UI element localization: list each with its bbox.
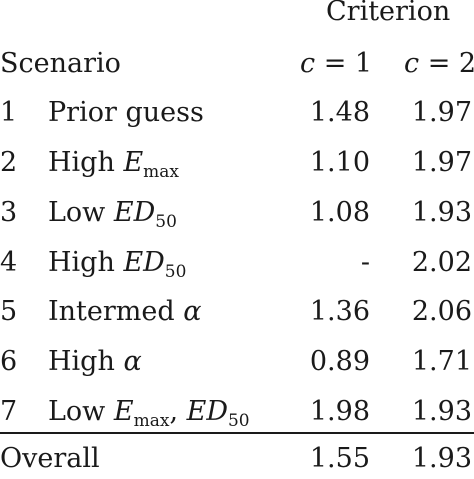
row-c2: 1.97 [411, 147, 472, 178]
col-c1-header: c = 1 [300, 48, 373, 79]
row-c2: 1.97 [411, 97, 472, 128]
row-c2: 1.93 [411, 396, 472, 427]
row-c1: 1.48 [309, 97, 370, 128]
overall-label: Overall [0, 443, 100, 474]
row-scenario: Intermed α [48, 296, 202, 327]
row-c2: 1.71 [411, 346, 472, 377]
row-scenario: Low Emax, ED50 [48, 396, 250, 431]
row-scenario: High Emax [48, 147, 179, 182]
row-index: 4 [0, 247, 18, 278]
row-c2: 2.02 [411, 247, 472, 278]
overall-c2: 1.93 [411, 443, 472, 474]
table-rule [0, 432, 474, 434]
row-c1: - [360, 247, 370, 278]
row-scenario: Low ED50 [48, 197, 177, 232]
row-index: 2 [0, 147, 18, 178]
row-c2: 2.06 [411, 296, 472, 327]
row-c1: 1.36 [309, 296, 370, 327]
criterion-header: Criterion [326, 0, 451, 27]
row-index: 5 [0, 296, 18, 327]
scenario-header: Scenario [0, 48, 121, 79]
row-index: 7 [0, 396, 18, 427]
row-c1: 0.89 [309, 346, 370, 377]
overall-c1: 1.55 [309, 443, 370, 474]
row-c1: 1.98 [309, 396, 370, 427]
row-c1: 1.08 [309, 197, 370, 228]
row-index: 1 [0, 97, 18, 128]
row-c1: 1.10 [309, 147, 370, 178]
row-c2: 1.93 [411, 197, 472, 228]
row-index: 3 [0, 197, 18, 228]
row-index: 6 [0, 346, 18, 377]
row-scenario: High α [48, 346, 142, 377]
row-scenario: High ED50 [48, 247, 187, 282]
row-scenario: Prior guess [48, 97, 204, 128]
col-c2-header: c = 2 [404, 48, 474, 79]
